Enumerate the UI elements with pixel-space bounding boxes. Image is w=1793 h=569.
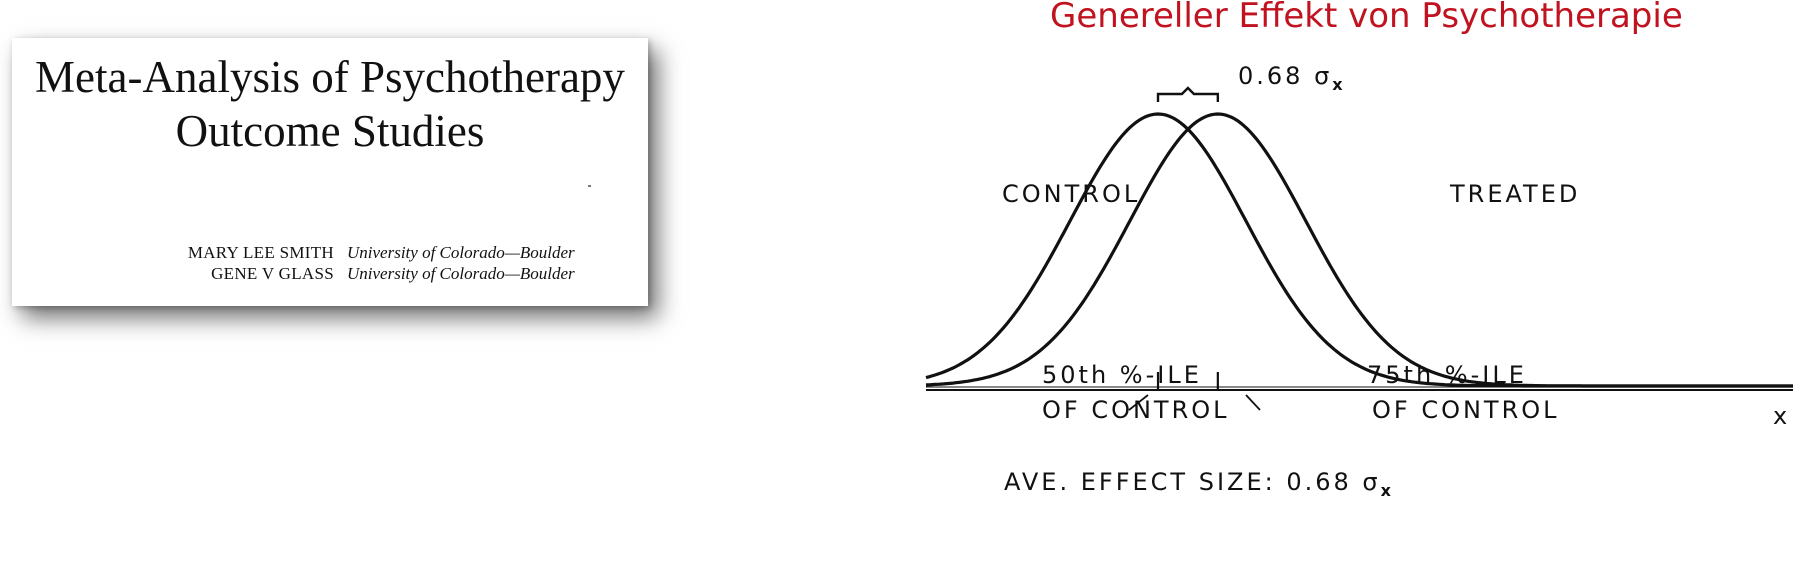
average-effect-size-caption: AVE. EFFECT SIZE: 0.68 σx: [1004, 468, 1394, 500]
author-name: MARY LEE SMITH: [187, 243, 334, 262]
paper-title-line-2: Outcome Studies: [175, 106, 485, 156]
paper-title: Meta-Analysis of Psychotherapy Outcome S…: [12, 50, 648, 158]
control-label: CONTROL: [1002, 180, 1140, 208]
control-percentile-pointer: [1128, 394, 1149, 411]
treated-distribution-curve: [925, 112, 1793, 388]
paper-title-card: Meta-Analysis of Psychotherapy Outcome S…: [12, 38, 648, 306]
average-effect-size-text: AVE. EFFECT SIZE: 0.68 σ: [1004, 468, 1381, 496]
print-speck: [588, 185, 591, 187]
treated-label: TREATED: [1449, 180, 1580, 208]
effect-size-bracket-label: 0.68 σx: [1238, 62, 1346, 94]
author-affiliation: University of Colorado—Boulder: [347, 264, 575, 283]
treated-percentile-label-line-2: OF CONTROL: [1372, 396, 1560, 424]
treated-percentile-label-line-1: 75th %-ILE: [1367, 361, 1527, 389]
effect-size-bracket-subscript: x: [1332, 75, 1345, 94]
control-distribution-curve: [925, 112, 1793, 388]
paper-title-line-1: Meta-Analysis of Psychotherapy: [35, 52, 625, 102]
effect-size-diagram: x 0.68 σx CONTROL TREATED 50th %-ILE OF …: [925, 62, 1793, 500]
treated-percentile-pointer: [1245, 394, 1261, 411]
slide-title: Genereller Effekt von Psychotherapie: [1050, 0, 1683, 36]
control-percentile-label-line-2: OF CONTROL: [1042, 396, 1230, 424]
author-affiliation: University of Colorado—Boulder: [347, 243, 575, 262]
effect-size-bracket: [1156, 86, 1220, 102]
control-percentile-label-line-1: 50th %-ILE: [1042, 361, 1202, 389]
x-axis-label: x: [1773, 402, 1790, 430]
author-name: GENE V GLASS: [211, 264, 334, 283]
effect-size-bracket-value: 0.68 σ: [1238, 62, 1332, 90]
average-effect-size-subscript: x: [1381, 481, 1394, 500]
